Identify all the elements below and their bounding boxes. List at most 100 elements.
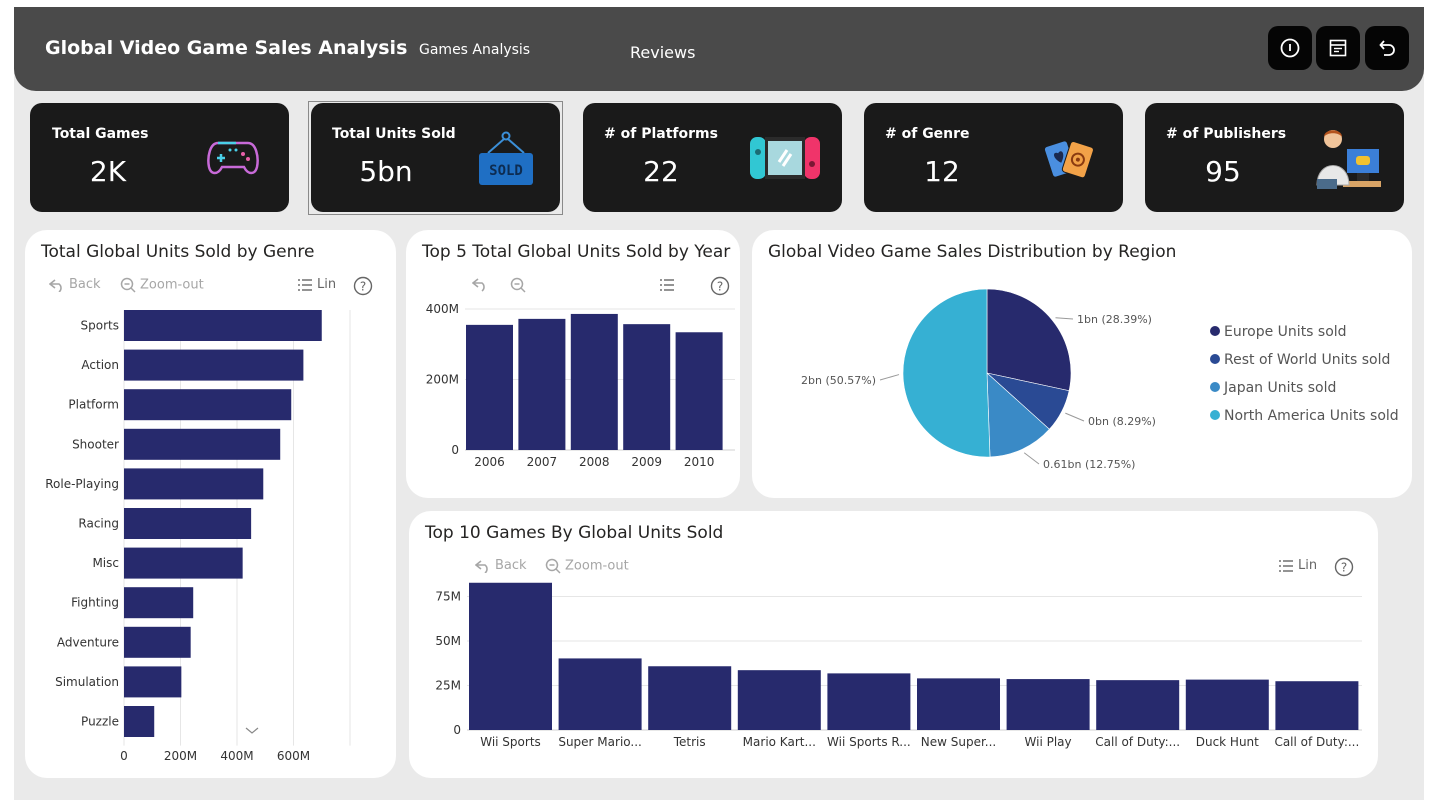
kpi-platforms: # of Platforms 22 <box>583 103 842 212</box>
zoom-out-button[interactable]: Zoom-out <box>120 277 204 293</box>
game-bar <box>648 666 732 730</box>
nav-reviews[interactable]: Reviews <box>630 43 696 62</box>
game-bar <box>1185 679 1269 730</box>
category-label: Action <box>81 358 119 372</box>
genre-bar <box>124 706 155 737</box>
kpi-value: 12 <box>924 155 960 188</box>
filter-panel-button[interactable] <box>1316 26 1360 70</box>
leader-line <box>1065 412 1085 422</box>
category-label: Fighting <box>71 596 119 610</box>
lin-label: Lin <box>1298 558 1318 573</box>
tick-label: 0 <box>453 723 461 737</box>
back-button[interactable]: Back <box>474 558 527 574</box>
list-icon <box>1279 559 1293 572</box>
region-pie-chart: 1bn (28.39%) 0bn (8.29%) 0.61bn (12.75%) 2b… <box>801 288 1156 471</box>
tick-label: 200M <box>164 749 197 763</box>
game-bar <box>558 658 642 730</box>
header-bar: Global Video Game Sales Analysis Games A… <box>14 7 1424 91</box>
zoom-out-icon[interactable] <box>510 277 526 293</box>
category-label: 2010 <box>684 455 715 469</box>
back-label: Back <box>69 277 101 292</box>
chart-title: Total Global Units Sold by Genre <box>41 242 315 262</box>
kpi-genre: # of Genre 12 <box>864 103 1123 212</box>
data-label: 0bn (8.29%) <box>1088 415 1156 428</box>
gamer-person-icon <box>1316 130 1381 189</box>
zoom-out-button[interactable]: Zoom-out <box>545 558 629 574</box>
help-icon[interactable]: ? <box>353 276 373 296</box>
back-arrow-icon[interactable] <box>472 277 488 293</box>
linear-scale-toggle[interactable]: Lin <box>1278 558 1317 573</box>
svg-text:?: ? <box>1341 561 1347 575</box>
kpi-total-units-sold[interactable]: Total Units Sold 5bn SOLD <box>311 103 560 212</box>
category-label: Duck Hunt <box>1196 735 1259 749</box>
category-label: 2008 <box>579 455 610 469</box>
sold-sign-icon: SOLD <box>479 131 533 185</box>
info-button[interactable] <box>1268 26 1312 70</box>
category-label: Mario Kart... <box>743 735 816 749</box>
back-arrow-icon <box>474 559 488 574</box>
tick-label: 600M <box>277 749 310 763</box>
year-bar <box>623 324 671 450</box>
genre-bar <box>124 508 252 539</box>
data-label: 1bn (28.39%) <box>1077 313 1152 326</box>
card-genre-chart: Total Global Units Sold by Genre Back Zo… <box>25 230 396 778</box>
legend-item[interactable]: North America Units sold <box>1210 408 1399 436</box>
category-label: Role-Playing <box>45 477 119 491</box>
category-label: Racing <box>78 517 119 531</box>
tick-label: 25M <box>435 678 461 692</box>
tick-label: 200M <box>426 373 459 387</box>
category-label: Sports <box>81 319 119 333</box>
kpi-value: 22 <box>643 155 679 188</box>
legend-label: Europe Units sold <box>1224 324 1347 340</box>
category-label: 2007 <box>527 455 558 469</box>
linear-scale-toggle[interactable]: Lin <box>297 277 336 292</box>
data-label: 0.61bn (12.75%) <box>1043 458 1135 471</box>
help-icon[interactable]: ? <box>710 276 730 296</box>
kpi-label: # of Publishers <box>1166 126 1287 142</box>
kpi-label: Total Units Sold <box>332 126 456 142</box>
list-icon[interactable] <box>659 278 675 292</box>
list-icon <box>298 278 312 291</box>
game-bar <box>1275 681 1359 730</box>
back-button[interactable] <box>1365 26 1409 70</box>
legend-item[interactable]: Japan Units sold <box>1210 380 1399 408</box>
handheld-console-icon <box>750 137 820 179</box>
genre-bar <box>124 310 322 341</box>
legend-label: Rest of World Units sold <box>1224 352 1391 368</box>
playing-cards-icon <box>1043 140 1094 179</box>
pie-slice <box>902 288 991 458</box>
chevron-down-icon <box>245 727 259 734</box>
genre-bar <box>124 389 292 421</box>
genre-bar <box>124 666 182 698</box>
nav-games-analysis[interactable]: Games Analysis <box>419 42 531 58</box>
category-label: Platform <box>68 398 119 412</box>
info-icon <box>1280 38 1300 58</box>
card-top-games-chart: Top 10 Games By Global Units Sold Back Z… <box>409 511 1378 778</box>
card-region-pie: Global Video Game Sales Distribution by … <box>752 230 1412 498</box>
category-label: Call of Duty:... <box>1095 735 1180 749</box>
category-label: Wii Play <box>1025 735 1072 749</box>
svg-text:?: ? <box>360 280 366 294</box>
legend-item[interactable]: Rest of World Units sold <box>1210 352 1399 380</box>
genre-bar-chart: Sports Action Platform Shooter Role-Playing R… <box>45 310 351 763</box>
back-label: Back <box>495 558 527 573</box>
genre-bar <box>124 468 264 500</box>
help-icon[interactable]: ? <box>1334 557 1354 577</box>
genre-bar <box>124 428 281 460</box>
legend-label: North America Units sold <box>1224 408 1399 424</box>
legend-item[interactable]: Europe Units sold <box>1210 324 1399 352</box>
category-label: Puzzle <box>81 715 119 729</box>
kpi-label: # of Platforms <box>604 126 718 142</box>
game-bar <box>827 673 911 730</box>
year-bar <box>518 318 566 450</box>
kpi-value: 2K <box>89 155 127 188</box>
back-button[interactable]: Back <box>48 277 101 293</box>
zoom-out-icon <box>120 277 136 293</box>
pie-slice <box>986 288 1072 392</box>
legend-swatch <box>1210 382 1220 392</box>
leader-line <box>1023 452 1040 465</box>
category-label: Super Mario... <box>558 735 642 749</box>
year-bar-chart: 0 200M 400M 2006 2007 2008 2009 2010 <box>426 302 735 469</box>
category-label: Simulation <box>55 675 119 689</box>
kpi-selection-frame <box>308 101 563 215</box>
